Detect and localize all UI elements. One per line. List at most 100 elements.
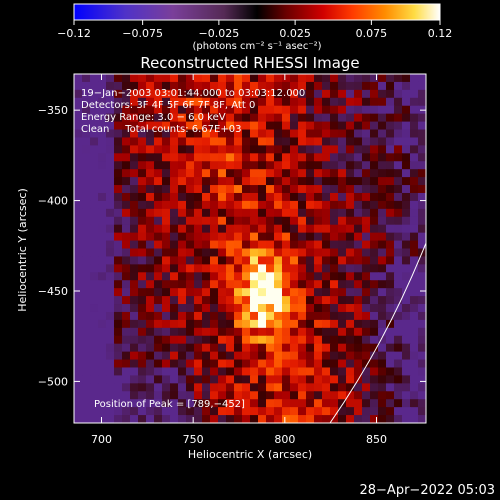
heatmap-cell — [378, 89, 387, 99]
heatmap-cell — [394, 145, 403, 154]
heatmap-cell — [98, 137, 107, 146]
heatmap-cell — [290, 272, 299, 281]
heatmap-cell — [226, 351, 235, 361]
heatmap-cell — [258, 375, 267, 384]
heatmap-cell — [162, 97, 171, 107]
heatmap-cell — [362, 399, 371, 408]
heatmap-cell — [90, 224, 99, 234]
heatmap-cell — [322, 169, 331, 178]
heatmap-cell — [218, 280, 227, 289]
heatmap-cell — [186, 359, 195, 369]
heatmap-cell — [338, 248, 347, 258]
heatmap-cell — [250, 185, 259, 194]
heatmap-cell — [274, 280, 283, 289]
heatmap-cell — [114, 169, 123, 178]
heatmap-cell — [410, 153, 419, 162]
heatmap-cell — [282, 319, 291, 329]
heatmap-cell — [258, 224, 267, 234]
heatmap-cell — [250, 272, 259, 281]
heatmap-cell — [410, 272, 419, 281]
heatmap-cell — [258, 169, 267, 178]
heatmap-cell — [410, 311, 419, 321]
heatmap-cell — [418, 145, 426, 154]
heatmap-cell — [82, 224, 91, 234]
heatmap-cell — [210, 240, 219, 250]
heatmap-cell — [410, 192, 419, 202]
heatmap-cell — [250, 343, 259, 353]
heatmap-cell — [226, 129, 235, 139]
heatmap-cell — [298, 272, 307, 281]
heatmap-cell — [314, 327, 323, 337]
heatmap-cell — [210, 177, 219, 186]
heatmap-cell — [418, 74, 426, 83]
heatmap-cell — [210, 391, 219, 400]
heatmap-cell — [394, 304, 403, 313]
heatmap-cell — [394, 288, 403, 297]
heatmap-cell — [386, 359, 395, 369]
heatmap-cell — [266, 81, 275, 91]
heatmap-cell — [194, 185, 203, 194]
heatmap-cell — [346, 311, 355, 321]
heatmap-cell — [146, 177, 155, 186]
heatmap-cell — [186, 351, 195, 361]
heatmap-cell — [90, 343, 99, 353]
heatmap-cell — [322, 327, 331, 337]
heatmap-cell — [106, 216, 115, 226]
heatmap-cell — [186, 192, 195, 202]
heatmap-cell — [122, 129, 131, 139]
heatmap-cell — [98, 304, 107, 313]
heatmap-cell — [266, 327, 275, 337]
heatmap-cell — [322, 304, 331, 313]
heatmap-cell — [250, 81, 259, 91]
heatmap-cell — [170, 280, 179, 289]
heatmap-cell — [82, 319, 91, 329]
heatmap-cell — [290, 224, 299, 234]
heatmap-cell — [370, 280, 379, 289]
heatmap-cell — [274, 296, 283, 305]
heatmap-cell — [186, 375, 195, 384]
heatmap-cell — [122, 327, 131, 337]
heatmap-cell — [394, 335, 403, 345]
heatmap-cell — [202, 343, 211, 353]
heatmap-cell — [386, 161, 395, 170]
heatmap-cell — [354, 177, 363, 186]
heatmap-cell — [346, 272, 355, 281]
heatmap-cell — [226, 256, 235, 265]
heatmap-cell — [330, 208, 339, 218]
heatmap-cell — [242, 153, 251, 162]
heatmap-cell — [314, 185, 323, 194]
heatmap-cell — [90, 399, 99, 408]
heatmap-cell — [178, 383, 187, 392]
heatmap-cell — [354, 97, 363, 107]
heatmap-cell — [226, 311, 235, 321]
heatmap-cell — [418, 240, 426, 250]
heatmap-cell — [114, 200, 123, 210]
heatmap-cell — [362, 97, 371, 107]
heatmap-cell — [74, 153, 83, 162]
render-timestamp: 28−Apr−2022 05:03 — [360, 483, 496, 498]
heatmap-cell — [338, 89, 347, 99]
heatmap-cell — [282, 304, 291, 313]
heatmap-cell — [338, 169, 347, 178]
heatmap-cell — [306, 177, 315, 186]
heatmap-cell — [178, 81, 187, 91]
heatmap-cell — [210, 319, 219, 329]
heatmap-cell — [322, 153, 331, 162]
heatmap-cell — [82, 129, 91, 139]
heatmap-cell — [138, 264, 147, 273]
heatmap-cell — [290, 335, 299, 345]
heatmap-cell — [226, 399, 235, 408]
heatmap-cell — [322, 161, 331, 170]
heatmap-cell — [114, 74, 123, 83]
heatmap-cell — [90, 375, 99, 384]
heatmap-cell — [330, 280, 339, 289]
heatmap-cell — [322, 89, 331, 99]
heatmap-cell — [130, 89, 139, 99]
heatmap-cell — [330, 296, 339, 305]
heatmap-cell — [274, 216, 283, 226]
heatmap-cell — [258, 89, 267, 99]
heatmap-cell — [138, 169, 147, 178]
heatmap-cell — [226, 97, 235, 107]
heatmap-cell — [274, 113, 283, 123]
heatmap-cell — [354, 391, 363, 400]
